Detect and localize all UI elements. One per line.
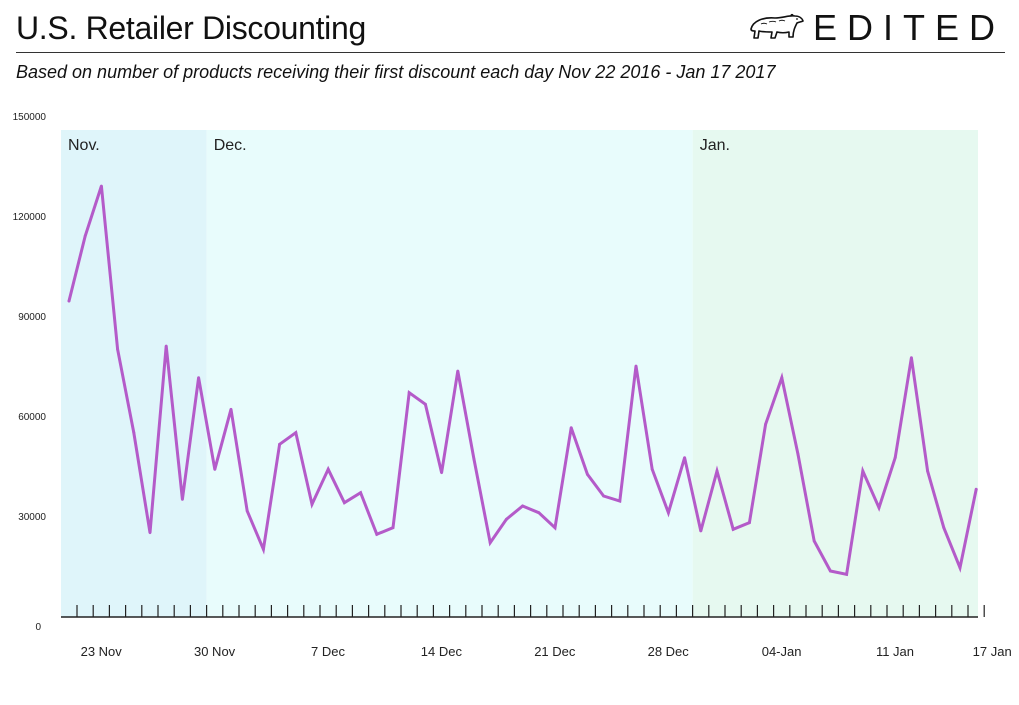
data-point <box>245 509 249 513</box>
data-point <box>505 517 508 521</box>
series-group <box>67 184 978 577</box>
y-tick-label: 120000 <box>13 212 47 223</box>
chart-subtitle: Based on number of products receiving th… <box>16 62 776 82</box>
x-tick-label: 23 Nov <box>81 644 123 659</box>
y-tick-label: 90000 <box>18 312 46 323</box>
data-point <box>829 569 832 573</box>
data-point <box>326 467 330 471</box>
data-point <box>116 347 119 351</box>
month-band-2 <box>206 130 693 617</box>
data-point <box>294 431 298 435</box>
data-point <box>310 502 314 506</box>
brand-name: EDITED <box>812 7 1005 48</box>
data-point <box>132 431 136 435</box>
month-band-1 <box>61 130 207 617</box>
y-tick-label: 0 <box>35 622 41 633</box>
brand-logo: EDITED <box>747 6 1005 50</box>
data-point <box>83 234 87 238</box>
x-tick-label: 21 Dec <box>534 644 576 659</box>
data-point <box>278 442 281 446</box>
x-tick-label: 28 Dec <box>648 644 690 659</box>
data-point <box>343 501 346 505</box>
data-point <box>926 469 929 473</box>
data-point <box>391 526 395 530</box>
data-point <box>602 494 605 498</box>
data-point <box>667 511 670 515</box>
data-point <box>586 472 589 476</box>
data-point <box>407 391 411 395</box>
data-point <box>472 457 476 461</box>
data-point <box>796 452 800 456</box>
data-point <box>618 499 622 503</box>
data-point <box>521 504 524 508</box>
x-tick-label: 7 Dec <box>311 644 345 659</box>
month-band-labels: Nov. Dec. Jan. <box>68 137 730 154</box>
data-point <box>780 376 784 380</box>
data-point <box>845 572 848 576</box>
header-divider <box>16 52 1005 53</box>
data-point <box>861 469 865 473</box>
data-point <box>942 526 946 530</box>
month-band-label: Dec. <box>214 137 247 154</box>
data-point <box>67 299 71 303</box>
x-tick-label: 30 Nov <box>194 644 236 659</box>
data-point <box>893 456 897 460</box>
y-tick-label: 30000 <box>18 512 46 523</box>
data-point <box>359 491 362 495</box>
data-point <box>974 487 978 491</box>
x-axis: 23 Nov 30 Nov 7 Dec 14 Dec 21 Dec 28 Dec 04-Ja… <box>61 605 1012 659</box>
data-point <box>440 471 443 475</box>
data-point <box>764 422 767 426</box>
data-point <box>748 521 751 525</box>
data-point <box>164 344 168 348</box>
data-point <box>877 506 881 510</box>
data-point <box>812 539 816 543</box>
x-tick-label: 17 Jan <box>973 644 1012 659</box>
data-point <box>229 407 233 411</box>
data-point <box>553 526 557 530</box>
data-point <box>683 456 686 460</box>
x-tick-label: 04-Jan <box>762 644 802 659</box>
data-point <box>650 467 654 471</box>
x-tick-label: 11 Jan <box>876 644 914 659</box>
data-point <box>262 547 265 551</box>
month-band-3 <box>692 130 978 617</box>
data-point <box>181 497 184 501</box>
data-point <box>537 511 541 515</box>
data-point <box>148 531 152 535</box>
data-point <box>699 529 703 533</box>
data-point <box>197 376 201 380</box>
data-point <box>634 364 638 368</box>
data-point <box>731 527 735 531</box>
data-point <box>958 566 962 570</box>
data-point <box>100 184 103 188</box>
y-axis: 0 30000 60000 90000 120000 150000 <box>13 112 47 633</box>
data-point <box>424 402 427 406</box>
month-band-label: Jan. <box>700 137 730 154</box>
data-point <box>488 541 492 545</box>
chart-title: U.S. Retailer Discounting <box>16 10 366 46</box>
x-tick-label: 14 Dec <box>421 644 463 659</box>
polar-bear-icon <box>750 13 804 39</box>
month-band-label: Nov. <box>68 137 100 154</box>
data-point <box>569 426 573 430</box>
data-point <box>375 532 379 536</box>
y-tick-label: 150000 <box>13 112 47 123</box>
data-point <box>456 369 460 373</box>
data-point <box>910 356 913 360</box>
month-bands <box>61 130 978 617</box>
data-point <box>213 467 217 471</box>
y-tick-label: 60000 <box>18 412 46 423</box>
data-point <box>715 469 719 473</box>
